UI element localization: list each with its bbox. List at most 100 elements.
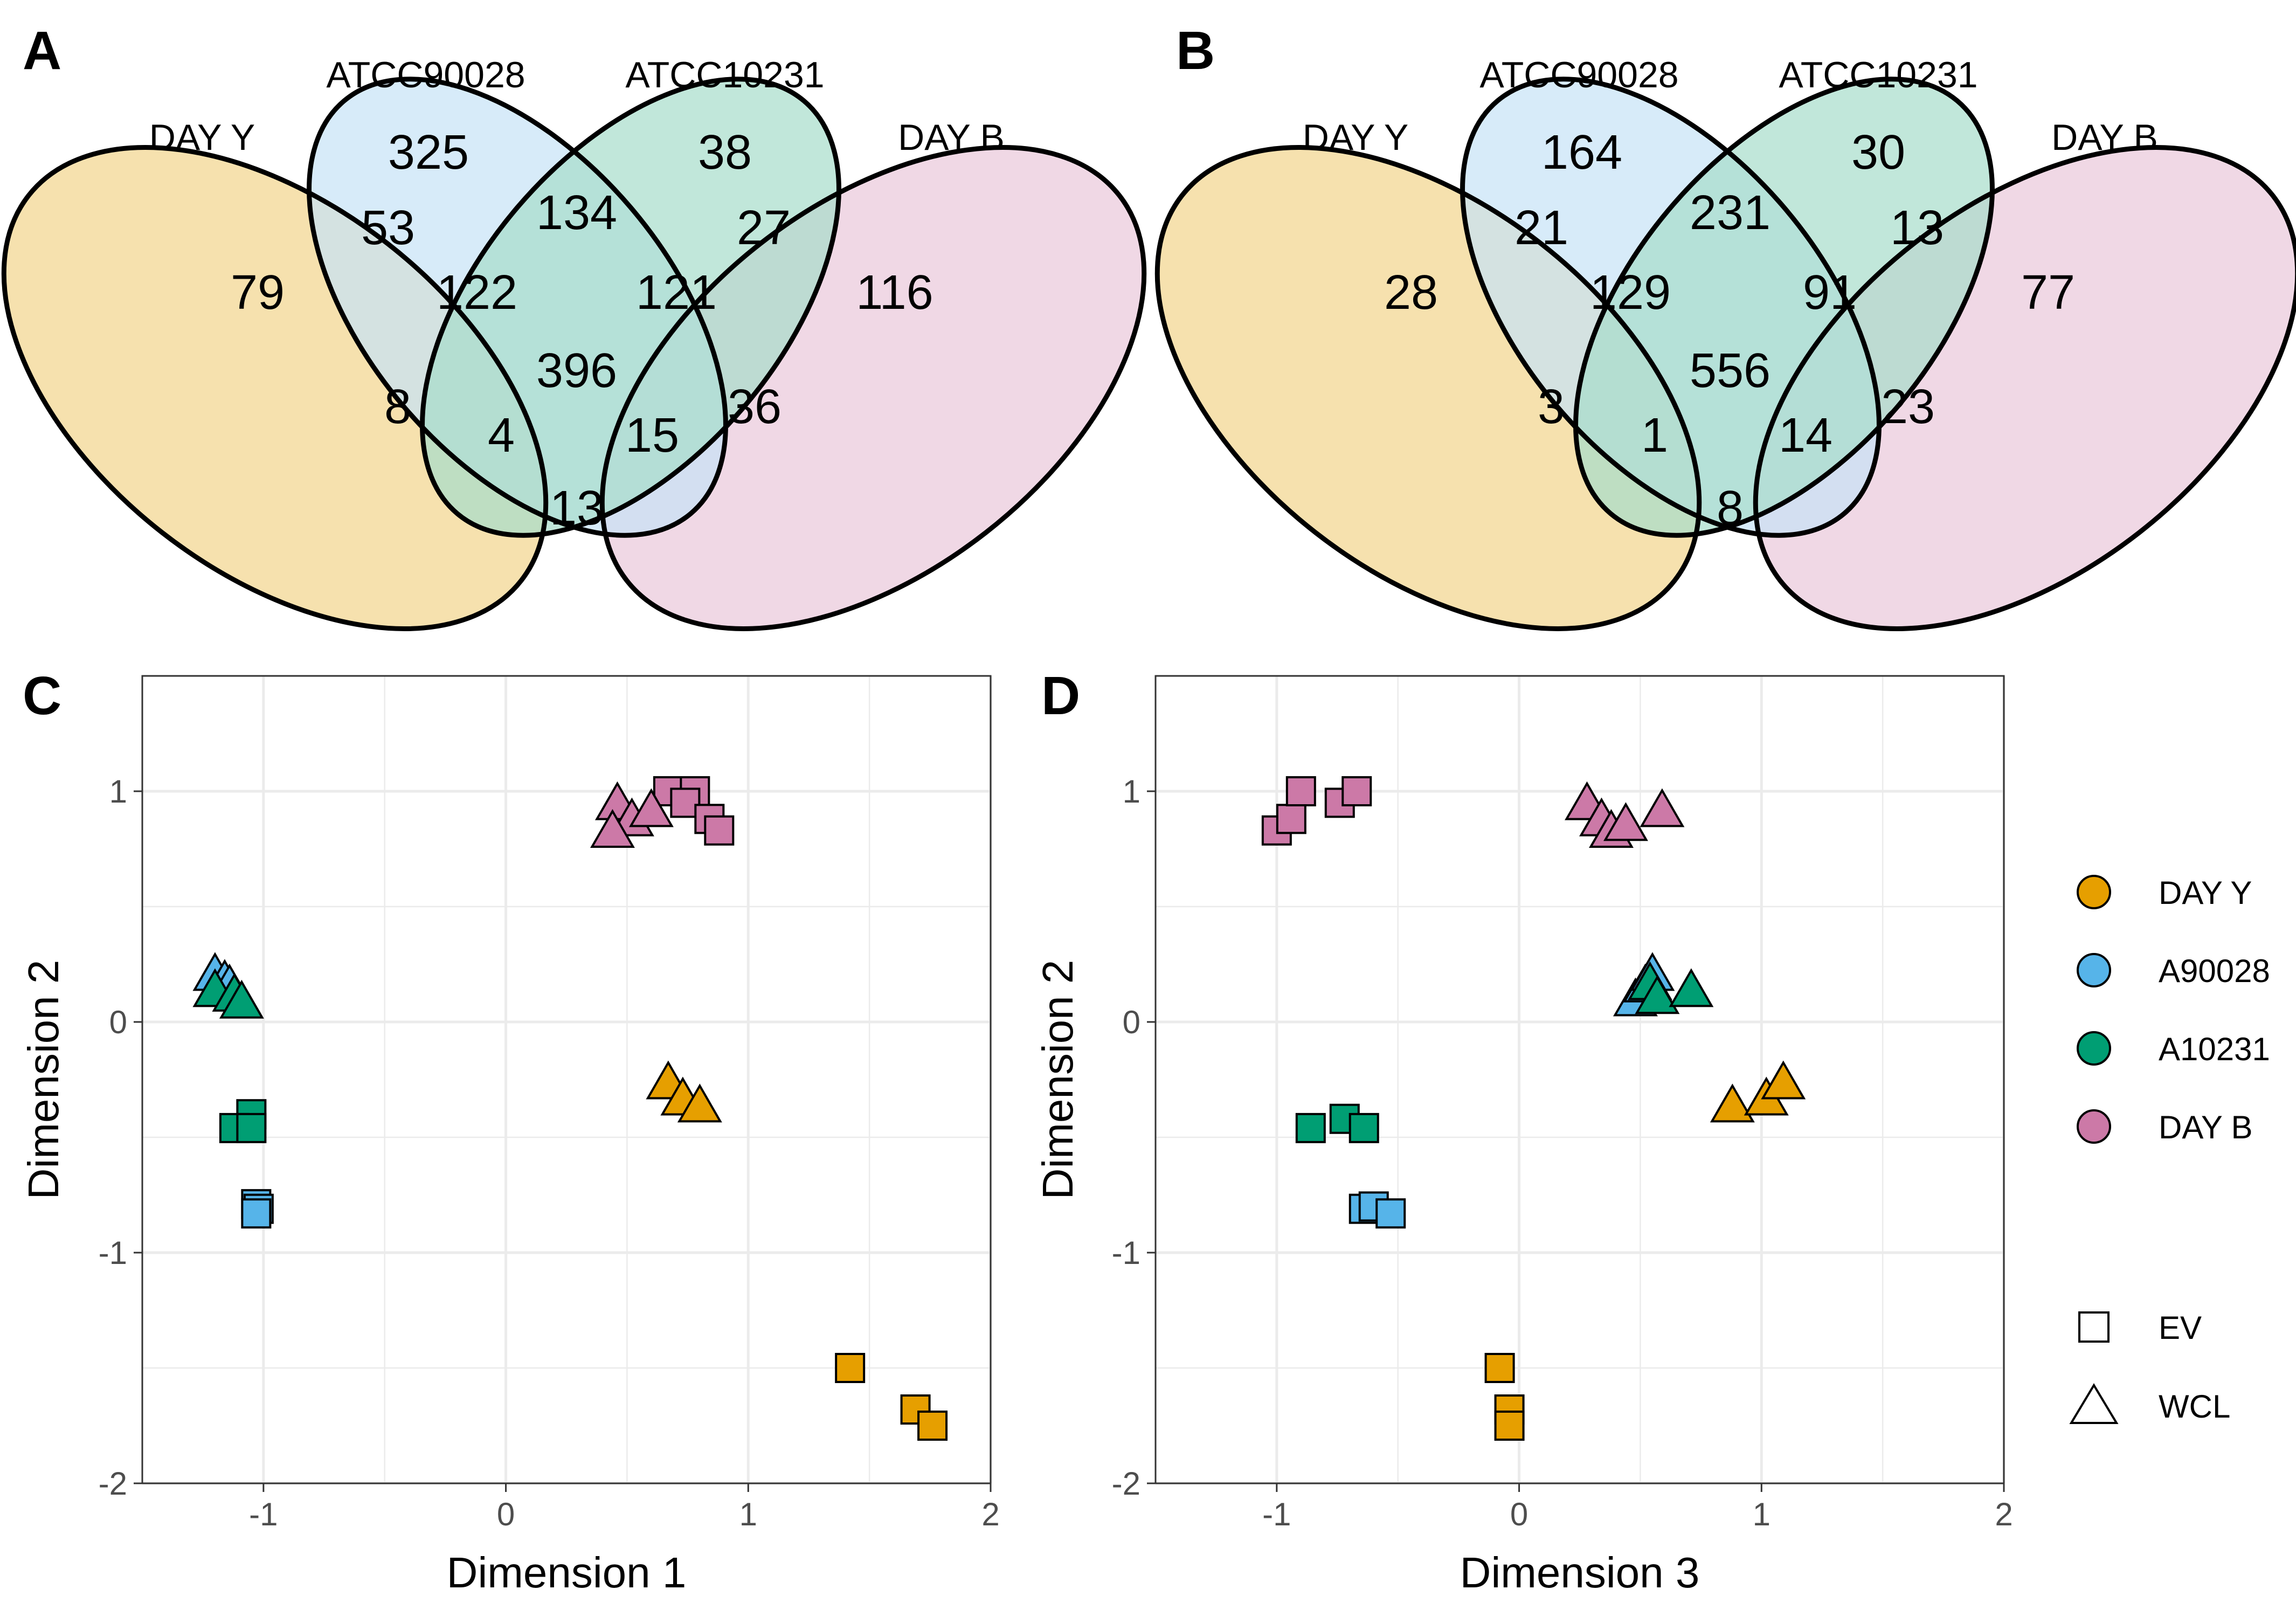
legend-key-ev-square — [2078, 1311, 2110, 1343]
point-ev — [917, 1411, 948, 1441]
point-ev — [1276, 804, 1306, 834]
venn-b-count-a-b: 23 — [1881, 380, 1935, 434]
venn-b-label-day-b: DAY B — [2051, 117, 2158, 158]
y-tick-label: 1 — [1123, 773, 1140, 810]
legend-item-day-y: DAY Y — [2077, 875, 2252, 911]
venn-a-count-y-a-b: 15 — [625, 409, 679, 462]
legend-key-a90028 — [2077, 953, 2111, 987]
venn-b-count-y-a: 21 — [1514, 201, 1568, 255]
venn-b-count-y-c: 3 — [1538, 380, 1565, 434]
venn-a-count-y-c: 8 — [384, 380, 411, 434]
point-wcl — [1640, 788, 1685, 827]
legend-label-day-y: DAY Y — [2159, 875, 2252, 911]
y-tick-label: -1 — [1112, 1235, 1140, 1271]
venn-b-label-atcc10231: ATCC10231 — [1779, 54, 1977, 95]
point-ev — [1494, 1411, 1525, 1441]
x-tick-label: 2 — [1995, 1496, 2013, 1532]
point-wcl — [628, 788, 674, 827]
venn-a-count-c-b: 27 — [737, 201, 791, 255]
venn-a-count-day-y-only: 79 — [231, 266, 285, 320]
y-tick-label: -1 — [99, 1235, 127, 1271]
panel-letter-b: B — [1176, 20, 1215, 81]
panel-letter-c: C — [23, 666, 61, 726]
x-tick-label: -1 — [249, 1496, 278, 1532]
y-tick-label: 0 — [1123, 1004, 1140, 1040]
point-ev — [1375, 1198, 1406, 1229]
venn-a-label-day-b: DAY B — [898, 117, 1005, 158]
point-wcl — [1710, 1083, 1755, 1123]
venn-b-label-day-y: DAY Y — [1303, 117, 1409, 158]
y-tick-label: 0 — [109, 1004, 127, 1040]
scatter-panel-d: D -1 0 1 2 -2 -1 0 1 Dimension 3 Dimension 2 — [1034, 666, 2013, 1597]
point-ev — [1295, 1112, 1326, 1143]
x-tick-label: -1 — [1262, 1496, 1291, 1532]
y-tick-label: 1 — [109, 773, 127, 810]
point-ev — [1484, 1353, 1515, 1383]
x-tick-label: 1 — [739, 1496, 757, 1532]
venn-a-label-atcc90028: ATCC90028 — [326, 54, 525, 95]
venn-a-count-y-b: 13 — [550, 481, 604, 535]
venn-a-label-day-y: DAY Y — [149, 117, 255, 158]
legend-item-a90028: A90028 — [2077, 953, 2270, 989]
venn-b-count-atcc10231-only: 30 — [1851, 126, 1905, 179]
venn-a-count-atcc10231-only: 38 — [698, 126, 752, 179]
points-d — [1261, 776, 1806, 1441]
legend-label-wcl: WCL — [2159, 1388, 2230, 1425]
legend-item-day-b: DAY B — [2077, 1109, 2253, 1145]
legend-key-wcl-triangle — [2069, 1383, 2119, 1424]
x-axis-title-c: Dimension 1 — [447, 1549, 687, 1597]
point-wcl — [1669, 968, 1714, 1007]
legend: DAY Y A90028 A10231 DAY B EV WCL — [2069, 875, 2270, 1425]
venn-a-count-day-b-only: 116 — [856, 266, 933, 320]
legend-label-a90028: A90028 — [2159, 953, 2270, 989]
plot-border-d — [1154, 675, 2005, 1484]
axis-ticks-d: -1 0 1 2 -2 -1 0 1 — [1112, 773, 2013, 1532]
legend-key-a10231 — [2077, 1031, 2111, 1066]
venn-a-count-y-c-b: 4 — [488, 409, 515, 462]
venn-b-count-a-c-b: 91 — [1803, 266, 1857, 320]
x-tick-label: 1 — [1753, 1496, 1771, 1532]
plot-border-c — [141, 675, 992, 1484]
venn-b-count-a-c: 231 — [1690, 186, 1771, 240]
venn-b-count-atcc90028-only: 164 — [1541, 126, 1622, 179]
y-axis-title-c: Dimension 2 — [19, 960, 67, 1200]
venn-a-count-atcc90028-only: 325 — [388, 126, 469, 179]
legend-key-day-b — [2077, 1109, 2111, 1144]
venn-a-label-atcc10231: ATCC10231 — [625, 54, 824, 95]
venn-panel-b: B DAY Y ATCC90028 ATCC10231 DAY B 28 164… — [1154, 20, 2296, 631]
panel-letter-a: A — [23, 20, 61, 81]
venn-b-count-y-b: 8 — [1717, 481, 1744, 535]
venn-b-count-y-a-c: 129 — [1590, 266, 1671, 320]
axis-ticks-c: -1 0 1 2 -2 -1 0 1 — [99, 773, 1000, 1532]
x-tick-label: 2 — [981, 1496, 999, 1532]
x-axis-title-d: Dimension 3 — [1460, 1549, 1700, 1597]
point-wcl — [1635, 975, 1680, 1014]
point-ev — [236, 1112, 267, 1143]
y-tick-label: -2 — [1112, 1466, 1140, 1502]
legend-item-ev: EV — [2078, 1310, 2202, 1346]
venn-b-label-atcc90028: ATCC90028 — [1479, 54, 1678, 95]
venn-a-count-a-c: 134 — [536, 186, 617, 240]
venn-b-count-y-a-b: 14 — [1779, 409, 1832, 462]
legend-label-day-b: DAY B — [2159, 1109, 2253, 1145]
venn-b-count-c-b: 13 — [1890, 201, 1944, 255]
panel-letter-d: D — [1041, 666, 1080, 726]
point-ev — [835, 1353, 866, 1383]
venn-b-count-day-b-only: 77 — [2021, 266, 2075, 320]
point-wcl — [1603, 802, 1648, 841]
x-tick-label: 0 — [497, 1496, 515, 1532]
point-wcl — [219, 979, 264, 1019]
point-wcl — [1761, 1060, 1806, 1100]
venn-a-count-a-b: 36 — [728, 380, 782, 434]
legend-item-wcl: WCL — [2069, 1383, 2230, 1425]
venn-a-count-y-a-c: 122 — [437, 266, 517, 320]
point-wcl — [677, 1083, 722, 1123]
venn-panel-a: A DAY Y ATCC90028 ATCC10231 DAY B 79 325… — [1, 20, 1147, 631]
y-tick-label: -2 — [99, 1466, 127, 1502]
legend-label-ev: EV — [2159, 1310, 2202, 1346]
point-ev — [704, 815, 735, 846]
plot-area-c — [142, 676, 991, 1483]
venn-a-count-all-four: 396 — [536, 344, 617, 398]
points-c — [192, 776, 948, 1441]
point-wcl — [590, 809, 635, 848]
